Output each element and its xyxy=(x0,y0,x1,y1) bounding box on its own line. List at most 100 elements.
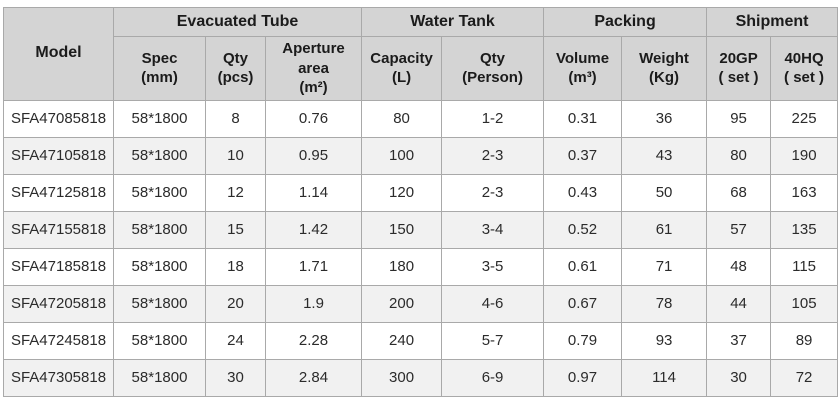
table-row: SFA47125818 58*1800 12 1.14 120 2-3 0.43 50 68 16… xyxy=(3,173,839,212)
column-group-evacuated-tube: Evacuated Tube xyxy=(112,7,363,37)
column-group-water-tank: Water Tank xyxy=(361,7,545,37)
value-cell: 61 xyxy=(621,210,708,249)
value-cell: 68 xyxy=(706,173,772,212)
model-cell: SFA47085818 xyxy=(3,99,114,138)
column-header-capacity: Capacity (L) xyxy=(361,36,443,101)
column-header-weight: Weight (Kg) xyxy=(621,36,708,101)
value-cell: 30 xyxy=(706,358,772,397)
value-cell: 58*1800 xyxy=(113,210,206,249)
column-header-spec: Spec (mm) xyxy=(113,36,206,101)
value-cell: 58*1800 xyxy=(113,136,206,175)
value-cell: 105 xyxy=(770,284,839,323)
value-cell: 58*1800 xyxy=(113,99,206,138)
model-cell: SFA47105818 xyxy=(3,136,114,175)
value-cell: 0.97 xyxy=(543,358,623,397)
value-cell: 200 xyxy=(361,284,443,323)
table-row: SFA47245818 58*1800 24 2.28 240 5-7 0.79 93 37 89 xyxy=(3,321,839,360)
column-header-40hq: 40HQ ( set ) xyxy=(770,36,839,101)
value-cell: 78 xyxy=(621,284,708,323)
model-cell: SFA47155818 xyxy=(3,210,114,249)
value-cell: 15 xyxy=(205,210,266,249)
value-cell: 2.28 xyxy=(264,321,363,360)
value-cell: 120 xyxy=(361,173,443,212)
value-cell: 36 xyxy=(621,99,708,138)
value-cell: 0.52 xyxy=(543,210,623,249)
value-cell: 1.71 xyxy=(264,247,363,286)
value-cell: 30 xyxy=(205,358,266,397)
value-cell: 48 xyxy=(706,247,772,286)
column-header-aperture-area: Aperture area (m²) xyxy=(264,36,363,101)
value-cell: 95 xyxy=(706,99,772,138)
value-cell: 100 xyxy=(361,136,443,175)
value-cell: 2-3 xyxy=(441,136,545,175)
value-cell: 163 xyxy=(770,173,839,212)
table-header: Model Evacuated Tube Water Tank Packing … xyxy=(3,7,839,101)
value-cell: 58*1800 xyxy=(113,321,206,360)
column-group-shipment: Shipment xyxy=(706,7,839,37)
value-cell: 44 xyxy=(706,284,772,323)
value-cell: 0.61 xyxy=(543,247,623,286)
value-cell: 8 xyxy=(205,99,266,138)
value-cell: 50 xyxy=(621,173,708,212)
value-cell: 58*1800 xyxy=(113,173,206,212)
table-row: SFA47155818 58*1800 15 1.42 150 3-4 0.52 61 57 13… xyxy=(3,210,839,249)
value-cell: 5-7 xyxy=(441,321,545,360)
value-cell: 1.9 xyxy=(264,284,363,323)
value-cell: 58*1800 xyxy=(113,284,206,323)
value-cell: 0.79 xyxy=(543,321,623,360)
table-row: SFA47305818 58*1800 30 2.84 300 6-9 0.97 114 30 7… xyxy=(3,358,839,397)
column-header-qty-person: Qty (Person) xyxy=(441,36,545,101)
table-row: SFA47205818 58*1800 20 1.9 200 4-6 0.67 78 44 105 xyxy=(3,284,839,323)
value-cell: 190 xyxy=(770,136,839,175)
value-cell: 3-5 xyxy=(441,247,545,286)
value-cell: 0.76 xyxy=(264,99,363,138)
value-cell: 3-4 xyxy=(441,210,545,249)
value-cell: 18 xyxy=(205,247,266,286)
value-cell: 0.37 xyxy=(543,136,623,175)
value-cell: 24 xyxy=(205,321,266,360)
table-row: SFA47185818 58*1800 18 1.71 180 3-5 0.61 71 48 11… xyxy=(3,247,839,286)
value-cell: 135 xyxy=(770,210,839,249)
column-header-qty-pcs: Qty (pcs) xyxy=(205,36,266,101)
value-cell: 20 xyxy=(205,284,266,323)
column-header-model: Model xyxy=(3,7,114,101)
header-sub-row: Spec (mm) Qty (pcs) Aperture area (m²) C… xyxy=(4,36,839,101)
value-cell: 1-2 xyxy=(441,99,545,138)
value-cell: 93 xyxy=(621,321,708,360)
value-cell: 43 xyxy=(621,136,708,175)
value-cell: 300 xyxy=(361,358,443,397)
table-row: SFA47085818 58*1800 8 0.76 80 1-2 0.31 36 95 225 xyxy=(3,99,839,138)
spec-table-body: SFA47085818 58*1800 8 0.76 80 1-2 0.31 36 95 225 S… xyxy=(3,99,839,397)
model-cell: SFA47125818 xyxy=(3,173,114,212)
value-cell: 225 xyxy=(770,99,839,138)
model-cell: SFA47245818 xyxy=(3,321,114,360)
value-cell: 180 xyxy=(361,247,443,286)
value-cell: 0.95 xyxy=(264,136,363,175)
value-cell: 71 xyxy=(621,247,708,286)
value-cell: 1.14 xyxy=(264,173,363,212)
value-cell: 57 xyxy=(706,210,772,249)
value-cell: 58*1800 xyxy=(113,247,206,286)
value-cell: 150 xyxy=(361,210,443,249)
value-cell: 80 xyxy=(361,99,443,138)
column-header-volume: Volume (m³) xyxy=(543,36,623,101)
value-cell: 1.42 xyxy=(264,210,363,249)
value-cell: 4-6 xyxy=(441,284,545,323)
model-cell: SFA47205818 xyxy=(3,284,114,323)
value-cell: 0.31 xyxy=(543,99,623,138)
product-spec-table: Model Evacuated Tube Water Tank Packing … xyxy=(3,7,839,397)
column-group-packing: Packing xyxy=(543,7,708,37)
value-cell: 2.84 xyxy=(264,358,363,397)
value-cell: 2-3 xyxy=(441,173,545,212)
value-cell: 6-9 xyxy=(441,358,545,397)
value-cell: 0.43 xyxy=(543,173,623,212)
value-cell: 89 xyxy=(770,321,839,360)
value-cell: 114 xyxy=(621,358,708,397)
model-cell: SFA47305818 xyxy=(3,358,114,397)
header-group-row: Model Evacuated Tube Water Tank Packing … xyxy=(3,7,839,101)
column-header-20gp: 20GP ( set ) xyxy=(706,36,772,101)
value-cell: 240 xyxy=(361,321,443,360)
value-cell: 37 xyxy=(706,321,772,360)
value-cell: 58*1800 xyxy=(113,358,206,397)
